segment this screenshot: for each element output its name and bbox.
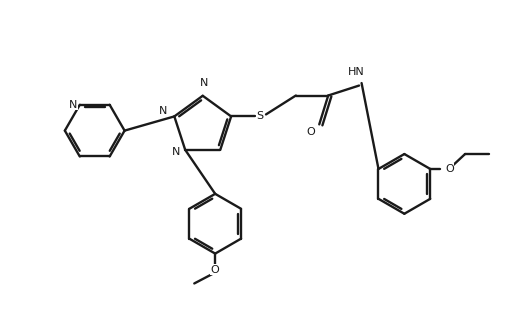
- Text: HN: HN: [348, 66, 365, 77]
- Text: N: N: [69, 100, 77, 110]
- Text: N: N: [199, 78, 208, 88]
- Text: N: N: [159, 107, 167, 116]
- Text: O: O: [445, 164, 454, 174]
- Text: N: N: [172, 147, 180, 157]
- Text: O: O: [211, 265, 219, 274]
- Text: O: O: [306, 127, 315, 137]
- Text: S: S: [256, 111, 264, 121]
